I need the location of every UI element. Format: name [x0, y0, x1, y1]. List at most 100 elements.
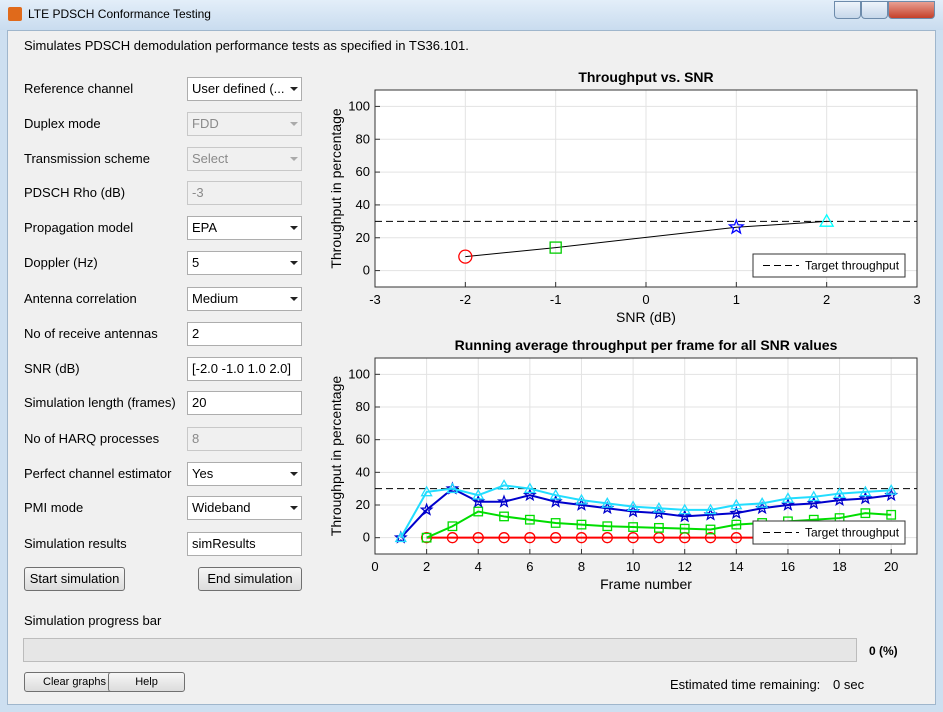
x-tick-label: 20 [884, 559, 898, 574]
field-label: SNR (dB) [24, 361, 80, 376]
legend [752, 520, 906, 545]
marker [446, 482, 459, 494]
field-label: Transmission scheme [24, 151, 150, 166]
plot-frame [374, 89, 918, 288]
dropdown[interactable]: 5 [187, 251, 302, 275]
x-tick-label: 4 [475, 559, 482, 574]
x-tick-label: 2 [423, 559, 430, 574]
marker [445, 481, 460, 495]
marker [550, 532, 562, 544]
app-icon [8, 7, 22, 21]
marker [602, 521, 613, 532]
text-field: 8 [187, 427, 302, 451]
field-label: Simulation length (frames) [24, 395, 176, 410]
legend-label: Target throughput [805, 259, 900, 273]
marker [679, 523, 690, 534]
dropdown-arrow [290, 226, 298, 230]
start-button[interactable]: Start simulation [24, 567, 125, 591]
field-label: Duplex mode [24, 116, 101, 131]
end-button[interactable]: End simulation [198, 567, 302, 591]
x-tick-label: 0 [642, 292, 649, 307]
help-button[interactable]: Help [108, 672, 185, 692]
marker [420, 485, 433, 497]
marker [549, 488, 562, 500]
legend [752, 253, 906, 278]
x-tick-label: 6 [526, 559, 533, 574]
x-tick-label: -1 [550, 292, 562, 307]
x-tick-label: 2 [823, 292, 830, 307]
marker [550, 518, 561, 528]
chart-title: Throughput vs. SNR [578, 69, 713, 85]
marker [730, 498, 743, 510]
marker [806, 496, 821, 510]
field-label: Doppler (Hz) [24, 255, 98, 270]
field-label: No of HARQ processes [24, 431, 160, 446]
title-bar: LTE PDSCH Conformance Testing [0, 0, 943, 30]
dropdown[interactable]: Medium [187, 287, 302, 311]
dropdown[interactable]: Wideband [187, 496, 302, 520]
marker [499, 511, 509, 522]
dropdown: Select [187, 147, 302, 171]
close-button[interactable] [888, 1, 935, 19]
field-label: PMI mode [24, 500, 84, 515]
marker [807, 490, 820, 502]
text-field[interactable]: [-2.0 -1.0 1.0 2.0] [187, 357, 302, 381]
marker [756, 497, 769, 508]
x-tick-label: 18 [832, 559, 846, 574]
marker [421, 532, 432, 543]
marker [473, 506, 484, 517]
dropdown[interactable]: User defined (... [187, 77, 302, 101]
text-field[interactable]: simResults [187, 532, 302, 556]
marker [781, 492, 795, 503]
x-tick-label: 16 [781, 559, 795, 574]
series-line [399, 484, 892, 539]
marker [860, 508, 871, 519]
dropdown[interactable]: EPA [187, 216, 302, 240]
progress-bar [23, 638, 857, 662]
marker [447, 521, 458, 532]
text-field[interactable]: 20 [187, 391, 302, 415]
x-tick-label: 1 [733, 292, 740, 307]
maximize-button[interactable] [861, 1, 888, 19]
marker [419, 502, 434, 516]
time-value: 0 sec [833, 677, 865, 692]
text-field[interactable]: 2 [187, 322, 302, 346]
x-tick-label: -3 [369, 292, 381, 307]
y-tick-label: 40 [356, 464, 370, 479]
y-tick-label: 60 [356, 164, 370, 179]
field-label: No of receive antennas [24, 326, 158, 341]
y-tick-label: 0 [363, 263, 370, 278]
y-tick-label: 60 [356, 432, 370, 447]
marker [729, 505, 744, 520]
marker [731, 519, 742, 530]
marker [627, 532, 639, 544]
marker [833, 487, 846, 498]
dropdown-arrow [290, 297, 298, 301]
dropdown-arrow [290, 157, 298, 161]
minimize-button[interactable] [834, 1, 861, 19]
marker [549, 241, 562, 254]
marker [498, 532, 510, 544]
marker [420, 532, 433, 544]
marker [575, 493, 588, 505]
marker [601, 532, 613, 544]
marker [654, 522, 664, 533]
marker [705, 524, 716, 535]
marker [832, 492, 847, 506]
marker [678, 503, 691, 515]
x-tick-label: 0 [371, 559, 378, 574]
dropdown-arrow [290, 87, 298, 91]
x-axis-label: SNR (dB) [616, 309, 676, 325]
dropdown: FDD [187, 112, 302, 136]
dropdown-arrow [290, 261, 298, 265]
marker [727, 218, 745, 235]
time-label: Estimated time remaining: [670, 677, 821, 692]
y-tick-label: 40 [356, 197, 370, 212]
x-tick-label: 10 [626, 559, 640, 574]
marker [524, 514, 535, 525]
dropdown[interactable]: Yes [187, 462, 302, 486]
marker [522, 487, 537, 502]
y-tick-label: 0 [363, 530, 370, 545]
